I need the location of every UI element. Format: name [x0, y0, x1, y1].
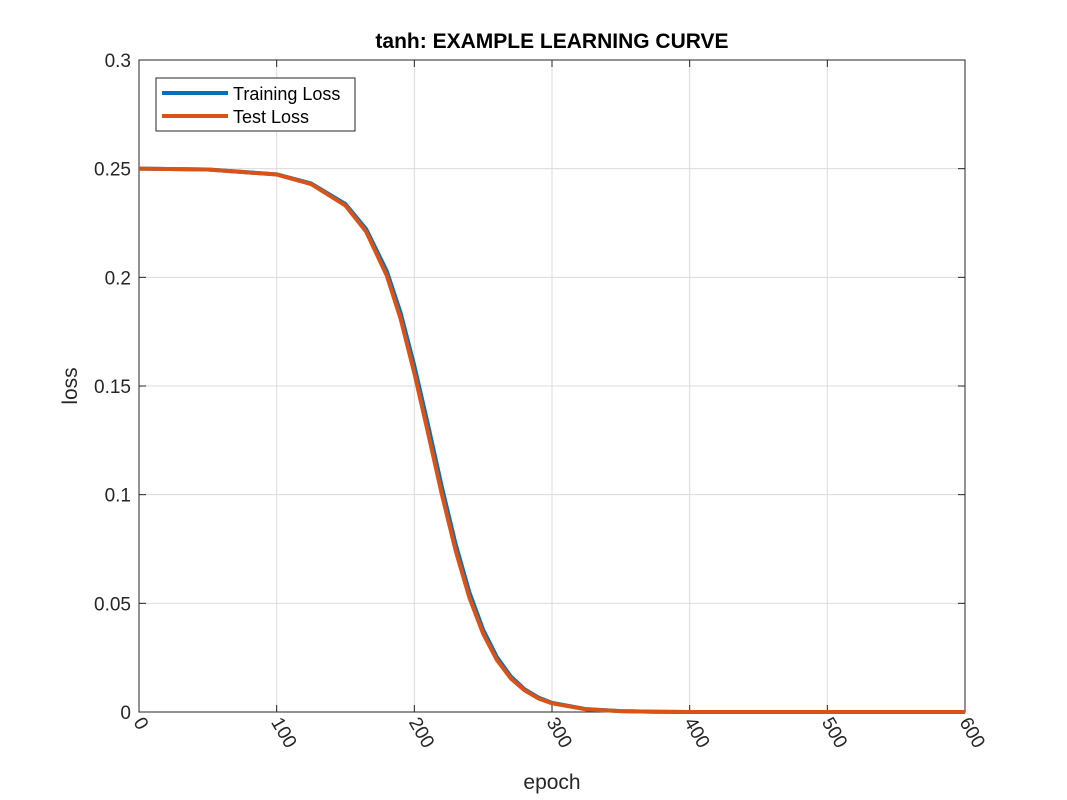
data-series — [138, 166, 965, 714]
legend: Training Loss Test Loss — [155, 77, 356, 132]
y-tick-label: 0.25 — [94, 160, 131, 181]
y-tick-label: 0.1 — [105, 486, 131, 507]
legend-label-test-loss: Test Loss — [233, 107, 309, 127]
y-tick-label: 0.05 — [94, 594, 131, 615]
y-tick-label: 0.15 — [94, 377, 131, 398]
chart-title: tanh: EXAMPLE LEARNING CURVE — [375, 30, 728, 53]
x-axis-label: epoch — [523, 771, 580, 794]
y-tick-label: 0 — [120, 703, 131, 724]
series-line-test-loss — [138, 166, 965, 714]
y-axis-label: loss — [59, 367, 82, 404]
y-tick-label: 0.2 — [105, 268, 131, 289]
legend-label-training-loss: Training Loss — [233, 84, 340, 104]
y-tick-label: 0.3 — [105, 51, 131, 72]
y-tick-labels: 0 0.05 0.1 0.15 0.2 0.25 0.3 — [94, 51, 131, 724]
grid — [139, 60, 965, 712]
legend-box — [155, 77, 356, 132]
